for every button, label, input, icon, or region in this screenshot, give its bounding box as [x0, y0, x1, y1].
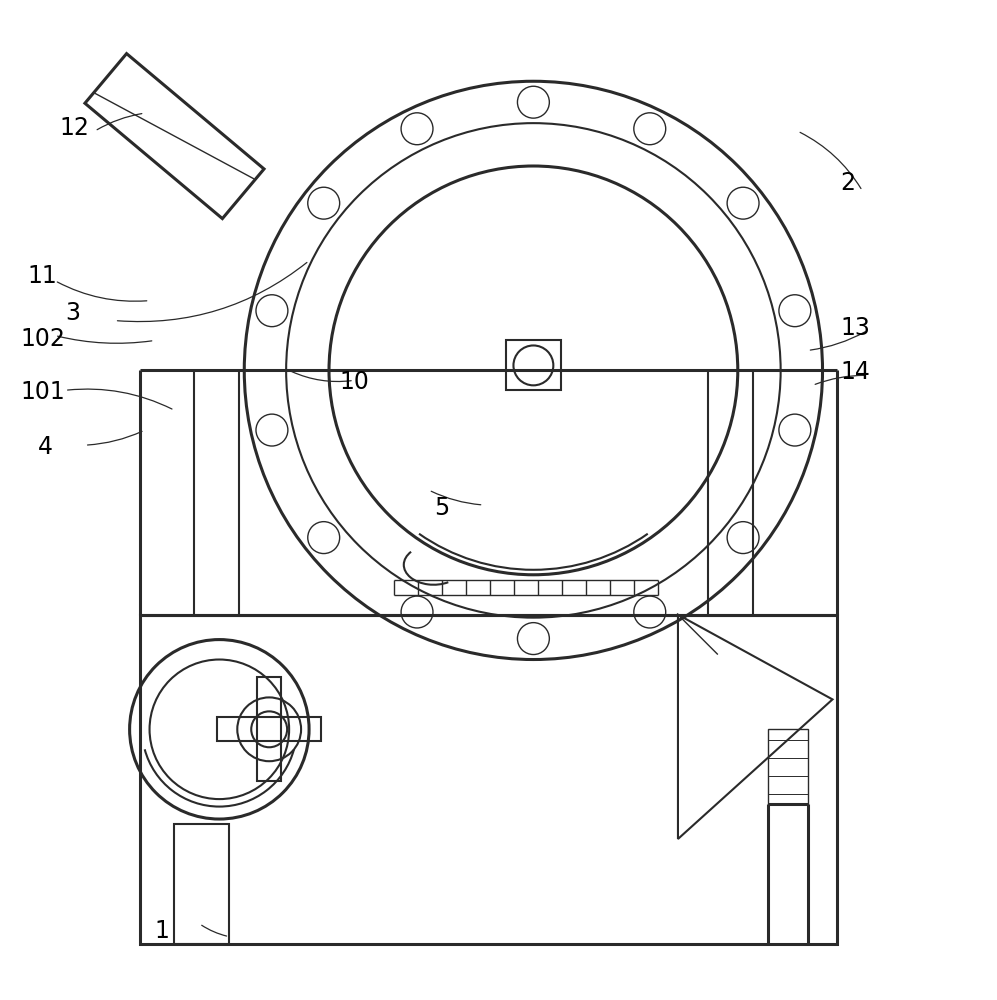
Bar [174, 824, 229, 944]
Text: 11: 11 [28, 264, 58, 288]
Text: 3: 3 [65, 301, 80, 325]
Text: 10: 10 [339, 370, 369, 394]
Bar [257, 677, 281, 781]
Text: 102: 102 [20, 327, 65, 351]
Bar [506, 340, 561, 390]
Text: 1: 1 [155, 919, 169, 943]
Text: 101: 101 [20, 380, 65, 404]
Bar [768, 729, 808, 804]
Bar [140, 615, 837, 944]
Text: 14: 14 [840, 360, 870, 384]
Text: 2: 2 [840, 171, 855, 195]
Text: 13: 13 [840, 316, 870, 340]
Text: 4: 4 [38, 435, 53, 459]
Bar [217, 717, 321, 741]
Text: 12: 12 [60, 116, 90, 140]
Text: 5: 5 [434, 496, 449, 520]
